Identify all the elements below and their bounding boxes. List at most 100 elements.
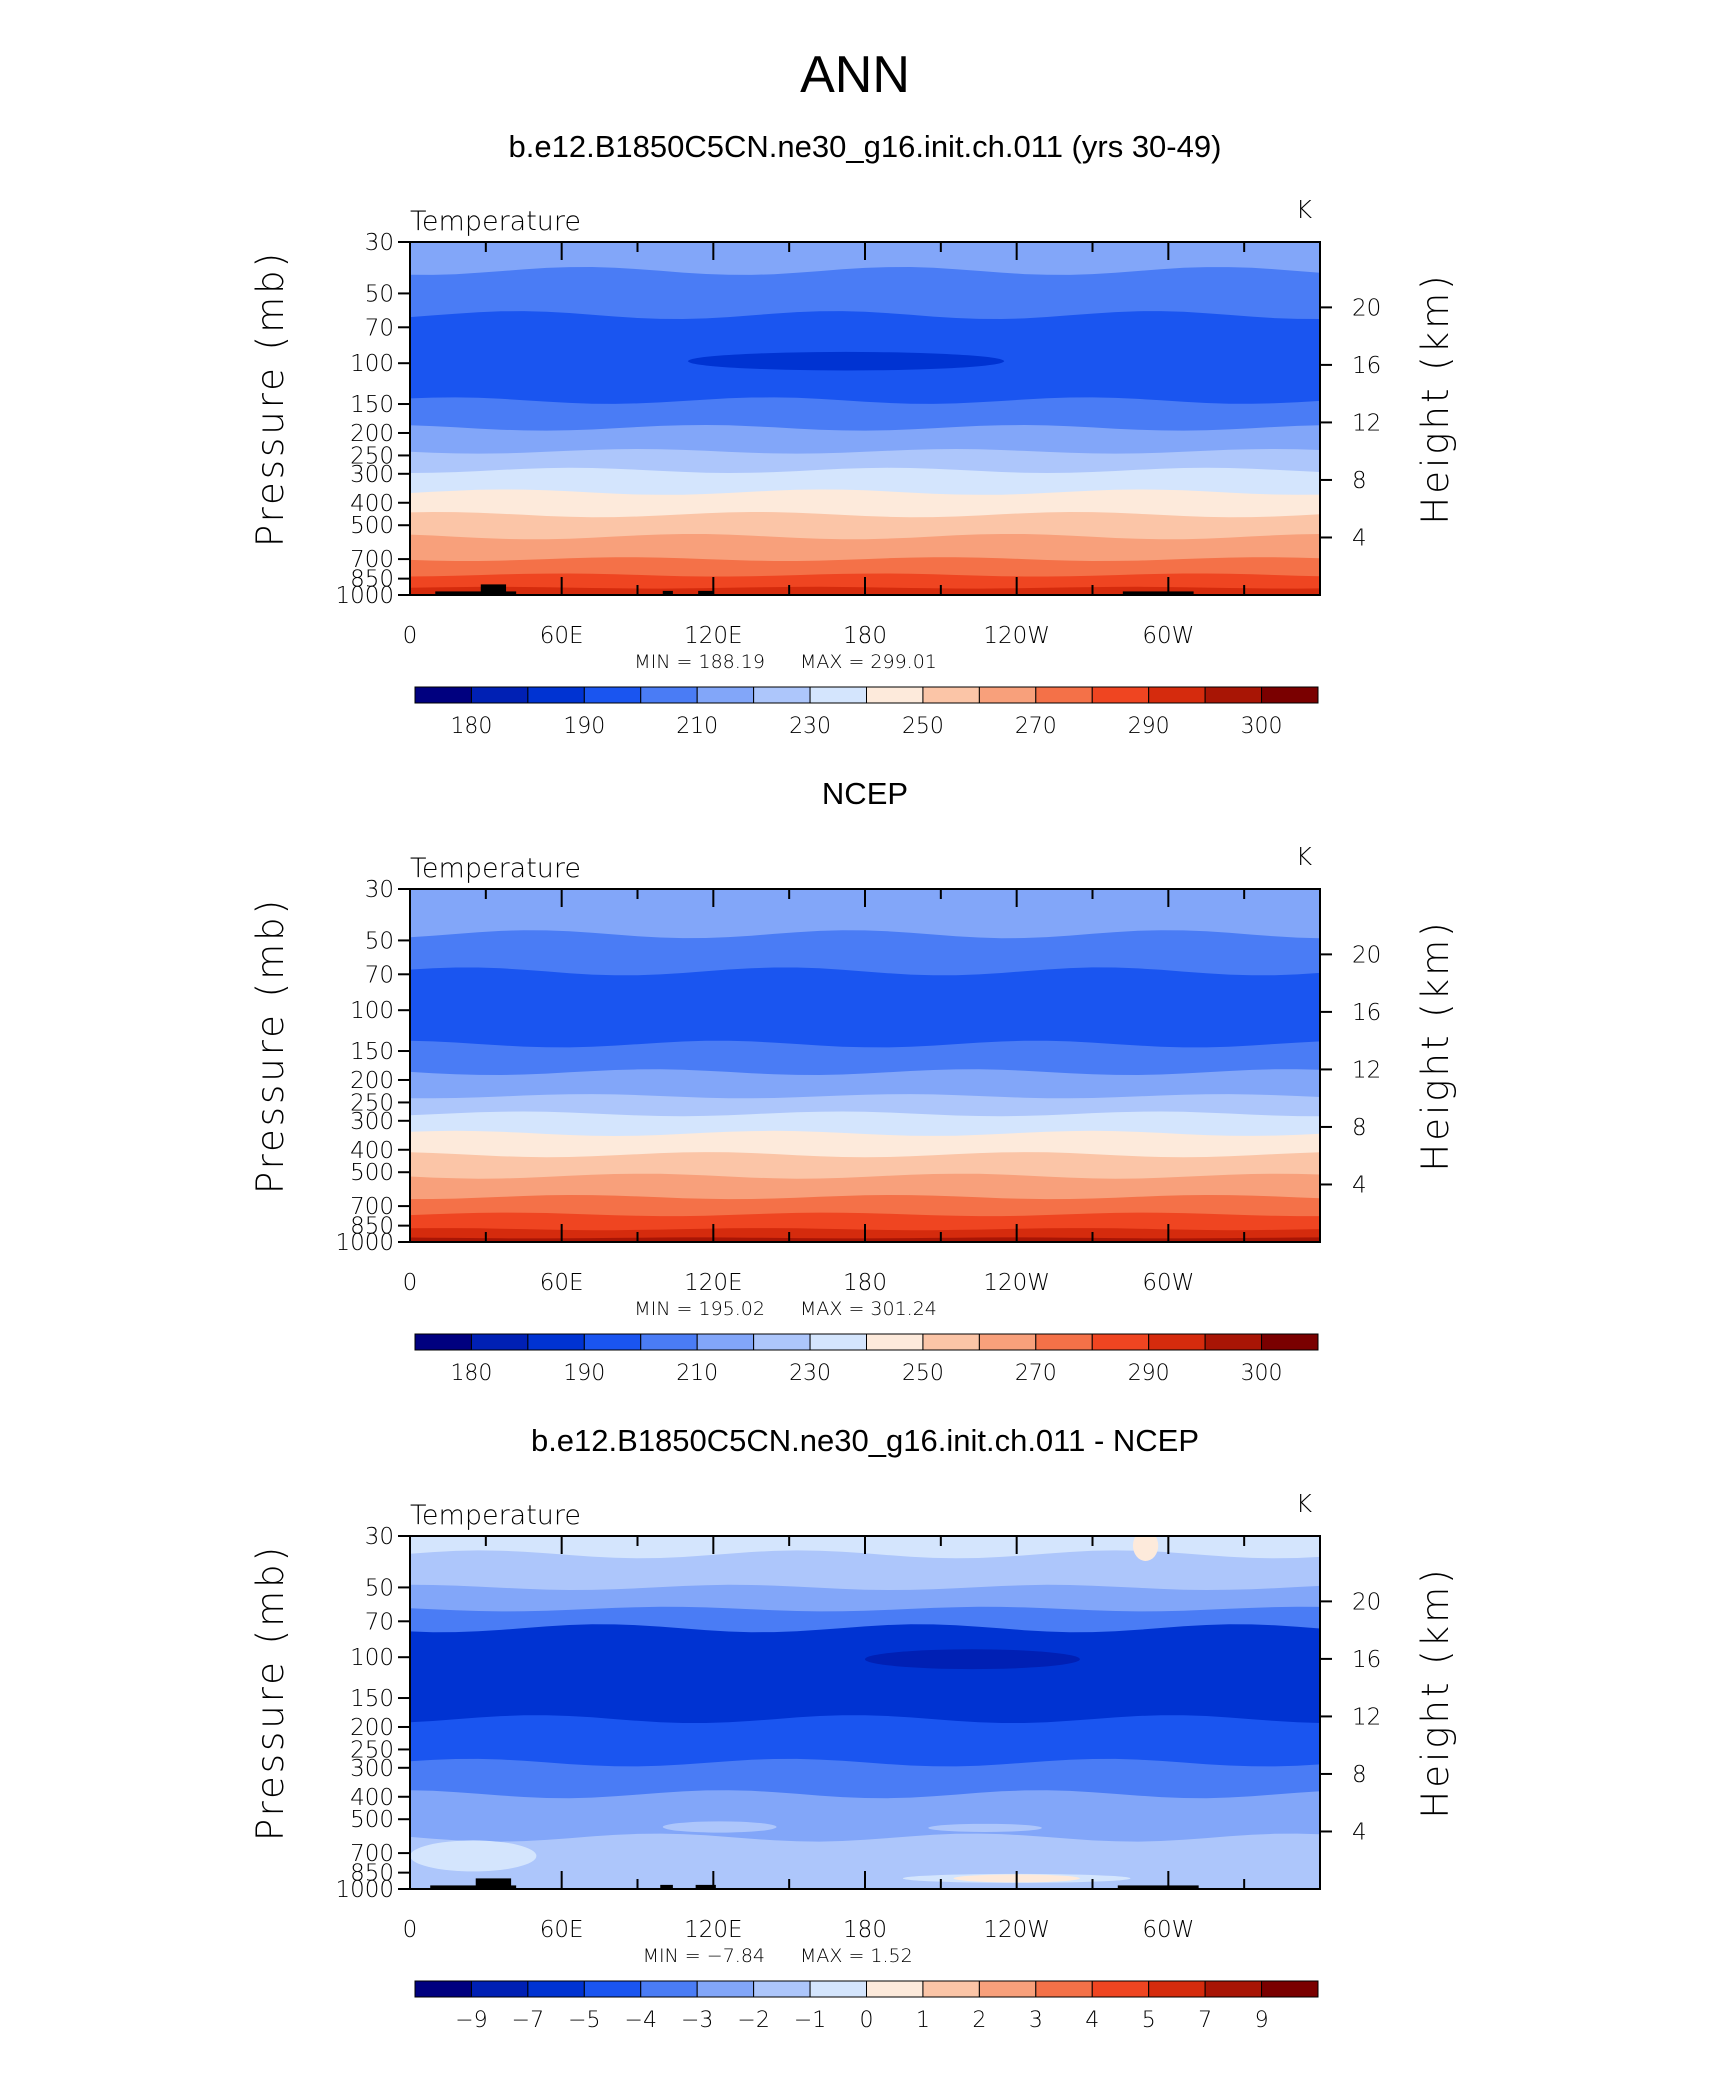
y-axis-right-label: Height (km) — [1414, 272, 1457, 524]
colorbar-label: 9 — [1255, 2008, 1269, 2033]
contour-blob — [928, 1823, 1042, 1832]
colorbar-swatch — [1204, 1980, 1263, 1998]
y-tick-label: 850 — [350, 1214, 394, 1240]
y-axis-right-label: Height (km) — [1414, 1566, 1457, 1818]
y-tick-label: 30 — [365, 230, 394, 256]
x-tick-label: 180 — [843, 1270, 887, 1296]
x-tick-label: 60W — [1142, 1917, 1194, 1943]
colorbar-swatch — [1148, 1980, 1206, 1998]
y-tick-label: 850 — [350, 567, 394, 593]
land-mask — [698, 590, 714, 595]
y-tick-label: 50 — [365, 928, 394, 954]
land-mask — [480, 584, 507, 595]
y-tick-label: 100 — [350, 998, 394, 1024]
colorbar-label: 4 — [1085, 2008, 1099, 2033]
colorbar-swatch — [583, 1333, 642, 1351]
land-mask — [1122, 591, 1194, 595]
panel-units-label: K — [1296, 195, 1313, 224]
x-tick-label: 0 — [403, 623, 418, 649]
y-tick-label: 70 — [365, 1609, 394, 1635]
x-tick-label: 60E — [540, 1270, 584, 1296]
colorbar: 180 190 210 230 250 270 290 300 — [414, 1333, 1319, 1386]
colorbar-swatch — [1261, 1333, 1319, 1351]
colorbar-swatch — [1091, 1333, 1150, 1351]
contour-blob — [1132, 1536, 1159, 1561]
y-tick-label: 700 — [350, 1841, 394, 1867]
y-tick-label: 250 — [350, 1737, 394, 1763]
colorbar-swatch — [1091, 686, 1150, 704]
colorbar-label: 180 — [450, 714, 492, 739]
colorbar-swatch — [583, 1980, 642, 1998]
colorbar-label: −7 — [512, 2008, 544, 2033]
colorbar-label: 250 — [902, 1361, 944, 1386]
min-value-text: MIN = −7.84 — [643, 1945, 765, 1967]
colorbar-label: −2 — [737, 2008, 769, 2033]
y-tick-label: 100 — [350, 351, 394, 377]
contour-blob — [662, 1821, 777, 1833]
height-tick-label: 20 — [1352, 295, 1381, 321]
colorbar-swatch — [527, 686, 585, 704]
colorbar-label: 300 — [1241, 714, 1283, 739]
x-tick-label: 60E — [540, 1917, 584, 1943]
colorbar-label: 1 — [916, 2008, 930, 2033]
colorbar-label: 3 — [1029, 2008, 1043, 2033]
x-tick-label: 60E — [540, 623, 584, 649]
y-tick-label: 150 — [350, 392, 394, 418]
colorbar: −9 −7 −5 −4 −3 −2 −1 0 1 2 3 4 5 7 9 — [414, 1980, 1319, 2033]
colorbar-label: −1 — [794, 2008, 826, 2033]
x-tick-label: 180 — [843, 623, 887, 649]
y-tick-label: 300 — [350, 462, 394, 488]
y-tick-label: 250 — [350, 1090, 394, 1116]
x-tick-label: 180 — [843, 1917, 887, 1943]
colorbar-label: 190 — [563, 714, 605, 739]
y-tick-label: 300 — [350, 1109, 394, 1135]
colorbar-swatch — [866, 686, 924, 704]
x-tick-label: 120E — [684, 1917, 742, 1943]
panel-title: NCEP — [822, 776, 908, 811]
y-tick-label: 500 — [350, 513, 394, 539]
y-axis-label: Pressure (mb) — [249, 1544, 292, 1841]
colorbar-swatch — [1035, 686, 1093, 704]
colorbar-label: 270 — [1015, 714, 1057, 739]
colorbar-swatch — [922, 1333, 980, 1351]
height-tick-label: 12 — [1352, 1057, 1381, 1083]
colorbar-swatch — [1204, 686, 1263, 704]
y-tick-label: 200 — [350, 1068, 394, 1094]
colorbar-swatch — [1091, 1980, 1150, 1998]
y-tick-label: 1000 — [335, 583, 394, 609]
panel-left-label: Temperature — [410, 1500, 581, 1531]
colorbar-label: 7 — [1198, 2008, 1212, 2033]
y-axis-label: Pressure (mb) — [249, 250, 292, 547]
colorbar-swatch — [470, 686, 529, 704]
colorbar-label: 230 — [789, 1361, 831, 1386]
colorbar-swatch — [1035, 1980, 1093, 1998]
y-tick-label: 30 — [365, 1524, 394, 1550]
y-tick-label: 400 — [350, 491, 394, 517]
colorbar-label: 5 — [1142, 2008, 1156, 2033]
panel-units-label: K — [1296, 1489, 1313, 1518]
colorbar-swatch — [922, 1980, 980, 1998]
x-tick-label: 120W — [983, 1270, 1050, 1296]
land-mask — [695, 1884, 716, 1889]
colorbar-swatch — [1035, 1333, 1093, 1351]
colorbar-swatch — [1261, 686, 1319, 704]
colorbar-swatch — [866, 1333, 924, 1351]
colorbar-swatch — [414, 686, 472, 704]
height-tick-label: 16 — [1352, 1647, 1381, 1673]
colorbar-swatch — [640, 686, 698, 704]
x-tick-label: 120W — [983, 623, 1050, 649]
colorbar-label: 2 — [972, 2008, 986, 2033]
height-tick-label: 4 — [1352, 1172, 1367, 1198]
x-tick-label: 120E — [684, 1270, 742, 1296]
y-tick-label: 250 — [350, 443, 394, 469]
contour-blob — [688, 351, 1005, 371]
y-tick-label: 70 — [365, 315, 394, 341]
chart-panel-1: b.e12.B1850C5CN.ne30_g16.init.ch.011 (yr… — [249, 129, 1457, 739]
panel-left-label: Temperature — [410, 853, 581, 884]
land-mask — [1117, 1885, 1199, 1889]
colorbar-label: 230 — [789, 714, 831, 739]
y-tick-label: 500 — [350, 1807, 394, 1833]
y-tick-label: 400 — [350, 1785, 394, 1811]
